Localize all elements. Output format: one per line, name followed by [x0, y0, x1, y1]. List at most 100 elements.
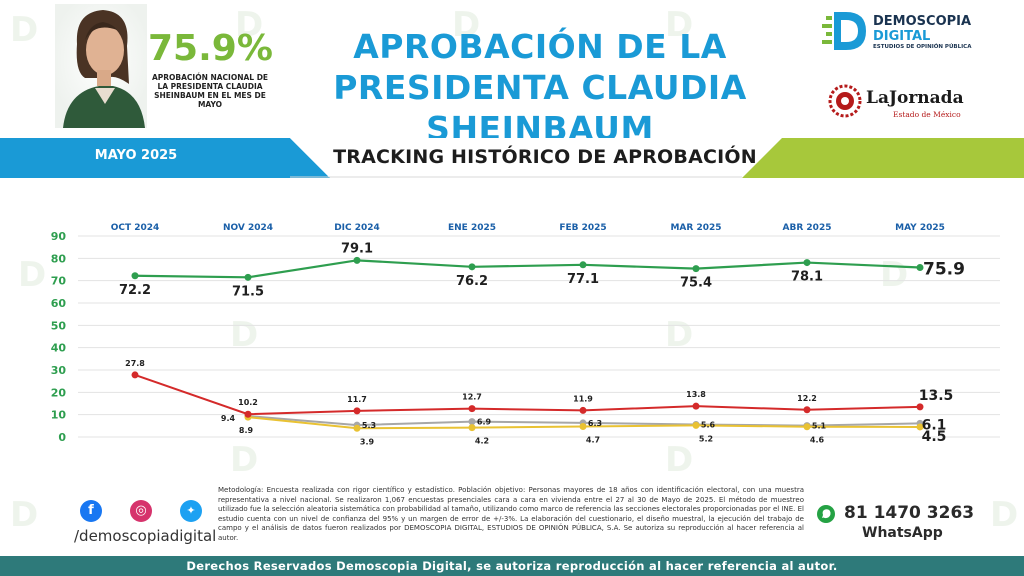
- data-label: 11.9: [573, 394, 593, 403]
- y-tick-label: 90: [51, 230, 67, 243]
- watermark-logo: D: [665, 5, 694, 45]
- footer-bar: [0, 556, 1024, 576]
- watermark-logo: D: [10, 10, 39, 50]
- brand-name-line2: DIGITAL: [873, 29, 931, 44]
- y-tick-label: 80: [51, 252, 67, 265]
- data-point: [468, 263, 476, 271]
- data-point: [692, 421, 700, 429]
- data-label: 13.8: [686, 390, 706, 399]
- data-label: 4.2: [475, 437, 489, 446]
- data-label: 4.7: [586, 436, 600, 445]
- data-label: 6.3: [588, 419, 602, 428]
- whatsapp-icon: [817, 505, 835, 523]
- y-tick-label: 10: [51, 409, 67, 422]
- twitter-icon[interactable]: ✦: [180, 500, 202, 522]
- data-label: 27.8: [125, 359, 145, 368]
- data-label: 76.2: [456, 274, 488, 289]
- press-subtitle: Estado de México: [893, 110, 961, 119]
- data-point: [468, 418, 476, 426]
- brand-name-line1: DEMOSCOPIA: [873, 14, 972, 29]
- data-point: [244, 273, 252, 281]
- facebook-icon[interactable]: f: [80, 500, 102, 522]
- social-icons: f ◎ ✦: [80, 500, 210, 524]
- x-tick-label: ENE 2025: [448, 223, 496, 233]
- data-label: 6.9: [477, 418, 492, 427]
- x-tick-label: FEB 2025: [559, 223, 606, 233]
- methodology-note: Metodología: Encuesta realizada con rigo…: [218, 486, 804, 542]
- data-point: [468, 424, 476, 432]
- watermark-logo: D: [990, 495, 1019, 535]
- data-label: 75.4: [680, 276, 712, 291]
- la-jornada-logo-icon: [828, 84, 862, 118]
- watermark-logo: D: [230, 440, 259, 480]
- data-label: 10.2: [238, 398, 258, 407]
- instagram-icon[interactable]: ◎: [130, 500, 152, 522]
- data-label: 5.1: [812, 422, 827, 431]
- headline-caption: APROBACIÓN NACIONAL DE LA PRESIDENTA CLA…: [151, 73, 269, 109]
- data-point: [916, 263, 924, 271]
- data-point: [916, 403, 924, 411]
- whatsapp-label: WhatsApp: [862, 525, 943, 541]
- watermark-logo: D: [230, 315, 259, 355]
- data-label: 11.7: [347, 395, 367, 404]
- y-tick-label: 30: [51, 364, 67, 377]
- watermark-logo: D: [452, 5, 481, 45]
- data-point: [579, 261, 587, 269]
- x-tick-label: OCT 2024: [111, 223, 160, 233]
- data-point: [244, 410, 252, 418]
- data-point: [803, 259, 811, 267]
- data-label: 5.6: [701, 420, 716, 429]
- x-tick-label: DIC 2024: [334, 223, 380, 233]
- y-tick-label: 70: [51, 275, 67, 288]
- watermark-logo: D: [18, 255, 47, 295]
- data-point: [131, 371, 139, 379]
- press-name: LaJornada: [866, 88, 964, 108]
- watermark-logo: D: [880, 255, 909, 295]
- data-point: [916, 423, 924, 431]
- band-title: TRACKING HISTÓRICO DE APROBACIÓN: [333, 146, 757, 168]
- footer-text: Derechos Reservados Demoscopia Digital, …: [186, 559, 838, 573]
- watermark-logo: D: [235, 5, 264, 45]
- watermark-logo: D: [10, 495, 39, 535]
- x-tick-label: MAR 2025: [670, 223, 721, 233]
- x-tick-label: MAY 2025: [895, 223, 945, 233]
- data-label: 75.9: [923, 259, 965, 279]
- y-tick-label: 50: [51, 319, 67, 332]
- data-label: 13.5: [919, 388, 954, 404]
- data-point: [803, 423, 811, 431]
- data-label: 5.2: [699, 434, 713, 443]
- watermark-logo: D: [665, 440, 694, 480]
- data-label: 72.2: [119, 283, 151, 298]
- band-month-label: MAYO 2025: [94, 148, 178, 163]
- data-label: 6.1: [922, 417, 947, 433]
- data-point: [131, 272, 139, 280]
- data-point: [579, 406, 587, 414]
- data-point: [353, 256, 361, 264]
- y-tick-label: 20: [51, 386, 67, 399]
- data-label: 71.5: [232, 284, 264, 299]
- brand-name: DEMOSCOPIA DIGITAL: [873, 14, 971, 44]
- data-label: 8.9: [239, 426, 254, 435]
- series-line: [134, 259, 921, 279]
- data-label: 12.7: [462, 393, 482, 402]
- phone-number[interactable]: 81 1470 3263: [844, 503, 975, 523]
- data-label: 77.1: [567, 272, 599, 287]
- data-label: 79.1: [341, 241, 373, 256]
- section-band: [0, 138, 1024, 178]
- data-point: [692, 402, 700, 410]
- president-portrait: [55, 4, 147, 128]
- data-label: 3.9: [360, 437, 375, 446]
- page-title: APROBACIÓN DE LA PRESIDENTA CLAUDIA SHEI…: [270, 26, 810, 149]
- data-label: 4.6: [810, 436, 825, 445]
- y-tick-label: 60: [51, 297, 67, 310]
- x-tick-label: ABR 2025: [783, 223, 832, 233]
- watermark-logo: D: [665, 315, 694, 355]
- data-label: 78.1: [791, 270, 823, 285]
- social-handle[interactable]: /demoscopiadigital: [74, 527, 217, 545]
- data-point: [353, 407, 361, 415]
- y-tick-label: 40: [51, 342, 67, 355]
- series-line: [134, 373, 921, 416]
- brand-logo-icon: [822, 12, 866, 50]
- headline-percent: 75.9%: [148, 28, 273, 69]
- page-title-line1: APROBACIÓN DE LA: [353, 27, 727, 66]
